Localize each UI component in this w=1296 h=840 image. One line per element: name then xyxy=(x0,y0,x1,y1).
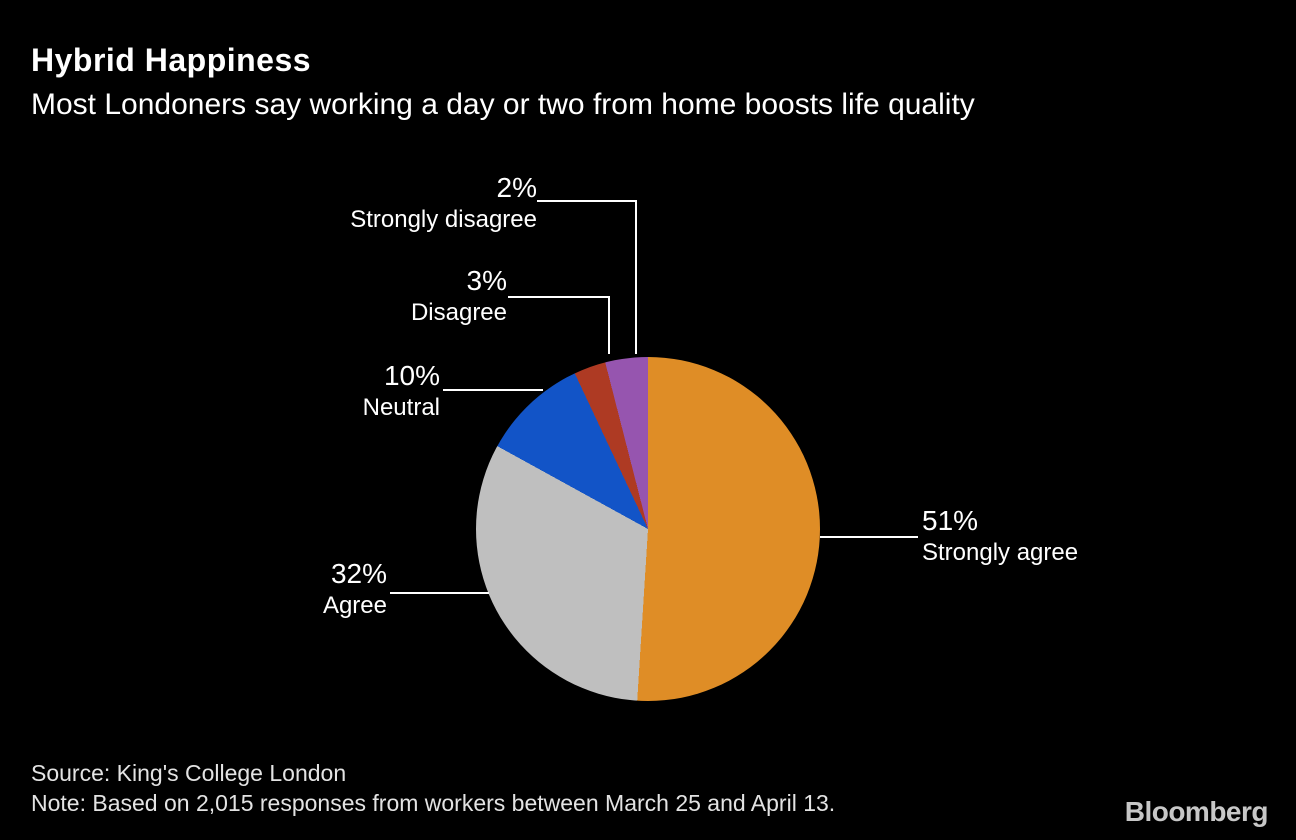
callout-agree: 32% Agree xyxy=(323,558,387,621)
leader-line-disagree-h xyxy=(508,296,610,298)
leader-line-strongly-agree xyxy=(820,536,918,538)
callout-strongly-agree-value: 51% xyxy=(922,505,979,536)
source-text: Source: King's College London xyxy=(31,760,347,786)
callout-strongly-disagree-label: Strongly disagree xyxy=(350,206,537,233)
leader-line-disagree-v xyxy=(608,296,610,354)
page-subtitle: Most Londoners say working a day or two … xyxy=(31,88,975,121)
leader-line-strongly-disagree-v xyxy=(635,200,637,354)
note-text: Note: Based on 2,015 responses from work… xyxy=(31,790,836,816)
leader-line-agree xyxy=(390,592,489,594)
callout-strongly-agree-label: Strongly agree xyxy=(922,539,1079,566)
callout-disagree-value: 3% xyxy=(466,265,507,296)
leader-line-neutral xyxy=(443,389,543,391)
callout-neutral: 10% Neutral xyxy=(363,360,440,423)
leader-line-strongly-disagree-h xyxy=(537,200,637,202)
pie-chart xyxy=(476,357,820,701)
callout-agree-label: Agree xyxy=(322,592,387,619)
bloomberg-logo: Bloomberg xyxy=(1124,796,1269,827)
page-title: Hybrid Happiness xyxy=(31,42,312,78)
callout-strongly-disagree: 2% Strongly disagree xyxy=(350,172,537,235)
callout-strongly-agree: 51% Strongly agree xyxy=(922,505,1078,568)
callout-agree-value: 32% xyxy=(330,558,387,589)
callout-strongly-disagree-value: 2% xyxy=(496,172,537,203)
callout-neutral-value: 10% xyxy=(383,360,440,391)
callout-disagree: 3% Disagree xyxy=(411,265,507,328)
callout-neutral-label: Neutral xyxy=(362,394,440,421)
callout-disagree-label: Disagree xyxy=(410,299,507,326)
